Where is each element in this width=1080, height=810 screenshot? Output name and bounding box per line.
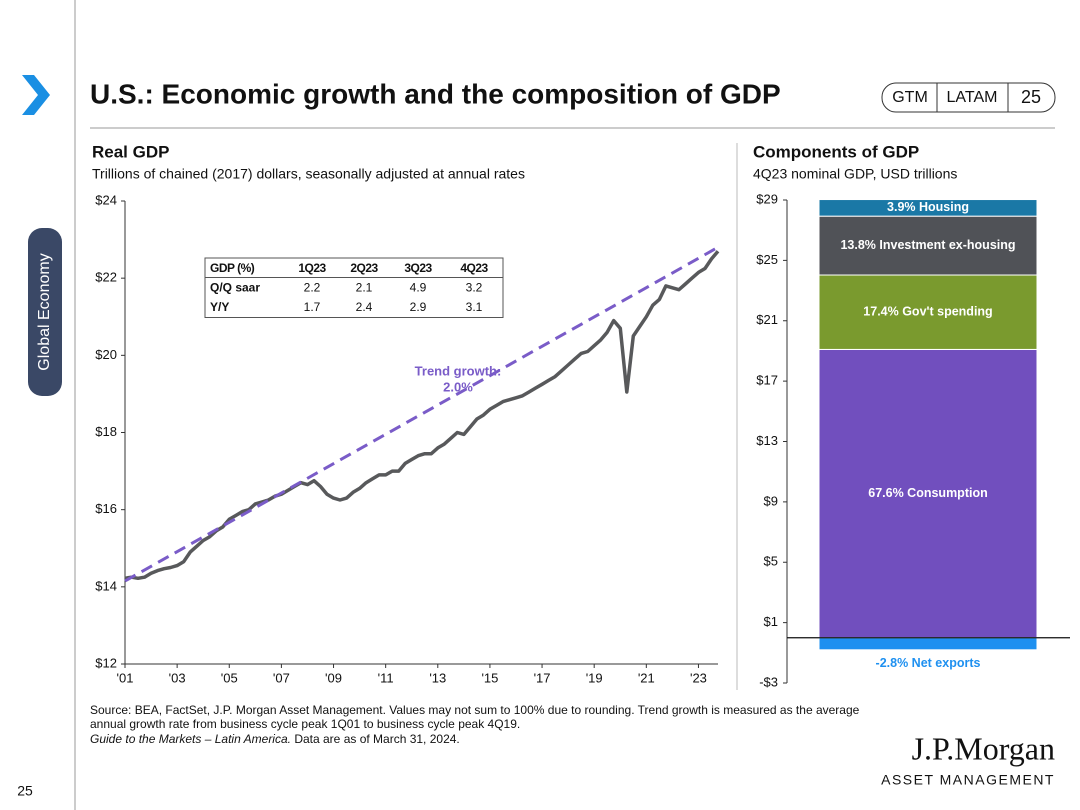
table-header: 2Q23	[350, 261, 378, 275]
logo-tagline: ASSET MANAGEMENT	[881, 772, 1055, 788]
x-tick-label: '15	[481, 670, 498, 685]
data-line	[124, 250, 720, 581]
table-cell: 2.4	[356, 300, 373, 314]
footnote-guide: Guide to the Markets – Latin America.	[90, 732, 291, 746]
y-tick-label: $1	[764, 614, 778, 629]
annotation: Trend growth:	[415, 363, 502, 378]
y-tick-label: $13	[756, 433, 778, 448]
x-tick-label: '21	[638, 670, 655, 685]
footnote: Guide to the Markets – Latin America. Da…	[90, 732, 460, 746]
segment-label: 67.6% Consumption	[868, 486, 987, 500]
segment-label: 17.4% Gov't spending	[863, 305, 992, 319]
y-tick-label: $21	[756, 312, 778, 327]
y-tick-label: $5	[764, 554, 778, 569]
x-tick-label: '01	[117, 670, 134, 685]
table-header: GDP (%)	[210, 261, 255, 275]
badge-text: GTM	[892, 89, 928, 106]
table-header: 4Q23	[460, 261, 488, 275]
bar-segment	[818, 199, 1038, 217]
section-label: Global Economy	[36, 253, 53, 370]
chart-title: Real GDP	[92, 142, 169, 161]
y-tick-label: $20	[95, 347, 117, 362]
y-tick-label: $22	[95, 270, 117, 285]
x-tick-label: '17	[534, 670, 551, 685]
y-tick-label: $25	[756, 252, 778, 267]
x-tick-label: '03	[169, 670, 186, 685]
bar-segment	[818, 215, 1038, 276]
y-tick-label: $9	[764, 493, 778, 508]
footnote: Source: BEA, FactSet, J.P. Morgan Asset …	[90, 703, 860, 717]
table-cell: 2.9	[410, 300, 427, 314]
x-tick-label: '07	[273, 670, 290, 685]
y-tick-label: $12	[95, 655, 117, 670]
table-cell: 2.1	[356, 280, 373, 294]
table-frame	[204, 257, 504, 318]
table-cell: Y/Y	[210, 300, 229, 314]
badge-text: 25	[1021, 87, 1041, 107]
y-tick-label: $29	[756, 191, 778, 206]
table-header: 3Q23	[404, 261, 432, 275]
bar-segment	[818, 637, 1038, 651]
badge-text: LATAM	[947, 89, 998, 106]
y-tick-label: $16	[95, 501, 117, 516]
footnote: annual growth rate from business cycle p…	[90, 717, 520, 731]
slide-title: U.S.: Economic growth and the compositio…	[90, 78, 781, 109]
logo: J.P.Morgan	[912, 730, 1055, 766]
chart-subtitle: Trillions of chained (2017) dollars, sea…	[92, 166, 525, 182]
x-tick-label: '05	[221, 670, 238, 685]
y-tick-label: $17	[756, 373, 778, 388]
section-pill	[28, 228, 62, 396]
table-cell: 3.1	[466, 300, 483, 314]
badge	[881, 82, 1056, 113]
segment-label: 13.8% Investment ex-housing	[840, 238, 1015, 252]
x-tick-label: '09	[325, 670, 342, 685]
table-cell: Q/Q saar	[210, 280, 260, 294]
y-tick-label: $18	[95, 424, 117, 439]
x-tick-label: '23	[690, 670, 707, 685]
y-tick-label: -$3	[759, 674, 778, 689]
x-tick-label: '19	[586, 670, 603, 685]
x-tick-label: '13	[429, 670, 446, 685]
chevron	[22, 75, 50, 115]
bar-segment	[818, 274, 1038, 350]
chart-title: Components of GDP	[753, 142, 919, 161]
table-cell: 3.2	[466, 280, 483, 294]
bar-segment	[818, 348, 1038, 639]
page-number: 25	[17, 783, 33, 799]
annotation: 2.0%	[443, 379, 473, 394]
x-tick-label: '11	[378, 670, 394, 685]
chart-subtitle: 4Q23 nominal GDP, USD trillions	[753, 166, 957, 182]
y-tick-label: $14	[95, 578, 117, 593]
table-header: 1Q23	[298, 261, 326, 275]
segment-label: 3.9% Housing	[887, 200, 969, 214]
table-cell: 1.7	[304, 300, 321, 314]
y-tick-label: $24	[95, 192, 117, 207]
table-cell: 4.9	[410, 280, 427, 294]
footnote-date: Data are as of March 31, 2024.	[294, 732, 459, 746]
table-cell: 2.2	[304, 280, 321, 294]
segment-label: -2.8% Net exports	[876, 656, 981, 670]
